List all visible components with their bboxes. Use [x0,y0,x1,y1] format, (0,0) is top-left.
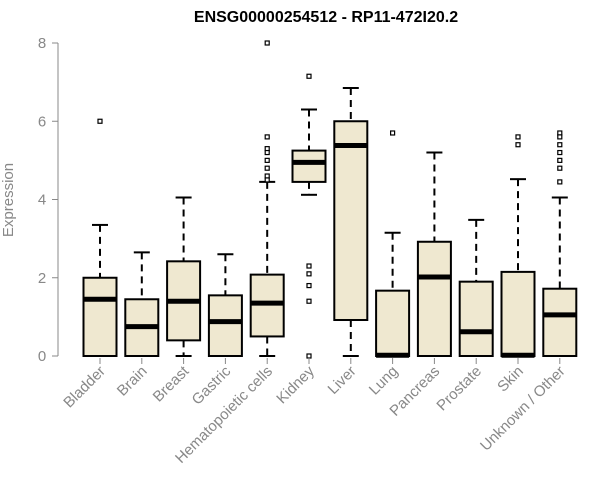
iqr-box [291,149,327,183]
iqr-box [458,280,494,358]
x-tick-label: Kidney [273,362,318,407]
outlier-point [264,157,270,163]
outlier-point [306,282,312,289]
outlier-point [557,157,563,163]
x-tick-label: Skin [494,363,527,396]
outlier-point [264,149,270,156]
outlier-point [264,177,270,183]
y-axis-label: Expression [0,163,17,237]
outlier-point [306,73,312,79]
outlier-point [557,134,563,140]
y-tick-label: 2 [38,270,46,287]
box-skin [500,134,536,358]
outlier-point [515,134,521,140]
box-prostate [458,218,494,358]
x-tick-label: Brain [114,363,151,400]
iqr-box [500,270,536,358]
y-axis: 0 2 4 6 8 [38,35,59,365]
iqr-box [333,120,369,322]
y-tick-label: 4 [38,192,46,209]
outlier-point [515,142,521,148]
box-hematopoietic-cells [249,40,285,357]
outlier-point [264,40,270,46]
iqr-box [375,289,411,358]
outlier-point [264,134,270,140]
x-tick-label: Liver [325,363,360,398]
x-tick-label: Breast [150,362,193,405]
outlier-point [390,130,396,136]
box-lung [375,130,411,358]
iqr-box [542,287,578,357]
box-kidney [291,73,327,359]
box-bladder [82,118,118,357]
box-unknown-other [542,130,578,357]
box-gastric [207,253,243,358]
x-tick-label: Bladder [60,363,109,412]
outlier-point [306,353,312,359]
box-breast [166,196,202,357]
outlier-point [264,165,270,171]
box-pancreas [416,151,452,358]
box-liver [333,86,369,357]
iqr-box [207,294,243,358]
outlier-point [306,271,312,277]
outlier-point [557,165,563,171]
box-brain [124,251,160,357]
y-tick-label: 6 [38,113,46,130]
outlier-point [306,263,312,269]
outlier-point [97,118,103,124]
iqr-box [416,240,452,358]
outlier-point [306,298,312,304]
iqr-box [82,276,118,357]
x-tick-label: Lung [366,363,402,399]
y-tick-label: 8 [38,35,46,52]
outlier-point [557,149,563,156]
x-tick-label: Prostate [433,363,485,415]
outlier-point [557,142,563,148]
boxes-group [82,40,578,359]
y-tick-label: 0 [38,348,46,365]
chart-title: ENSG00000254512 - RP11-472I20.2 [194,9,458,26]
outlier-point [557,179,563,185]
